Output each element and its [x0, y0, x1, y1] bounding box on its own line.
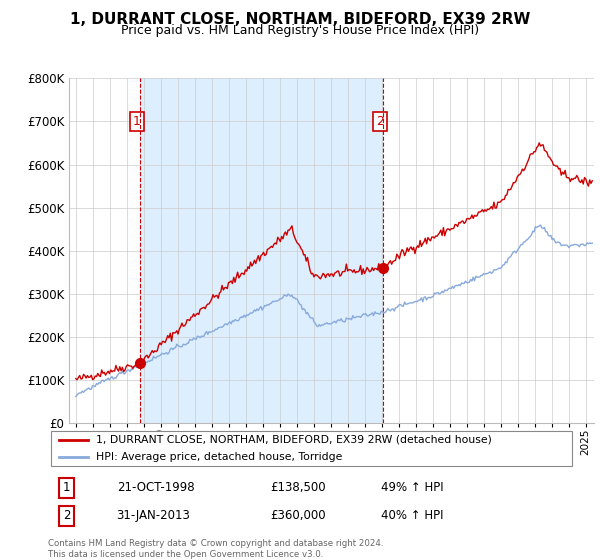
Text: 2: 2 [63, 509, 70, 522]
Text: 1, DURRANT CLOSE, NORTHAM, BIDEFORD, EX39 2RW: 1, DURRANT CLOSE, NORTHAM, BIDEFORD, EX3… [70, 12, 530, 27]
Text: 40% ↑ HPI: 40% ↑ HPI [380, 509, 443, 522]
Text: Price paid vs. HM Land Registry's House Price Index (HPI): Price paid vs. HM Land Registry's House … [121, 24, 479, 37]
Text: 31-JAN-2013: 31-JAN-2013 [116, 509, 191, 522]
Bar [140, 78, 383, 423]
Text: 1, DURRANT CLOSE, NORTHAM, BIDEFORD, EX39 2RW (detached house): 1, DURRANT CLOSE, NORTHAM, BIDEFORD, EX3… [95, 435, 491, 445]
Text: HPI: Average price, detached house, Torridge: HPI: Average price, detached house, Torr… [95, 452, 342, 463]
Text: 1: 1 [63, 481, 70, 494]
Text: 21-OCT-1998: 21-OCT-1998 [116, 481, 194, 494]
Text: £138,500: £138,500 [270, 481, 325, 494]
Text: 49% ↑ HPI: 49% ↑ HPI [380, 481, 443, 494]
FancyBboxPatch shape [50, 431, 572, 466]
Text: 2: 2 [376, 115, 383, 128]
Text: Contains HM Land Registry data © Crown copyright and database right 2024.
This d: Contains HM Land Registry data © Crown c… [48, 539, 383, 559]
Text: £360,000: £360,000 [270, 509, 325, 522]
Text: 1: 1 [133, 115, 141, 128]
